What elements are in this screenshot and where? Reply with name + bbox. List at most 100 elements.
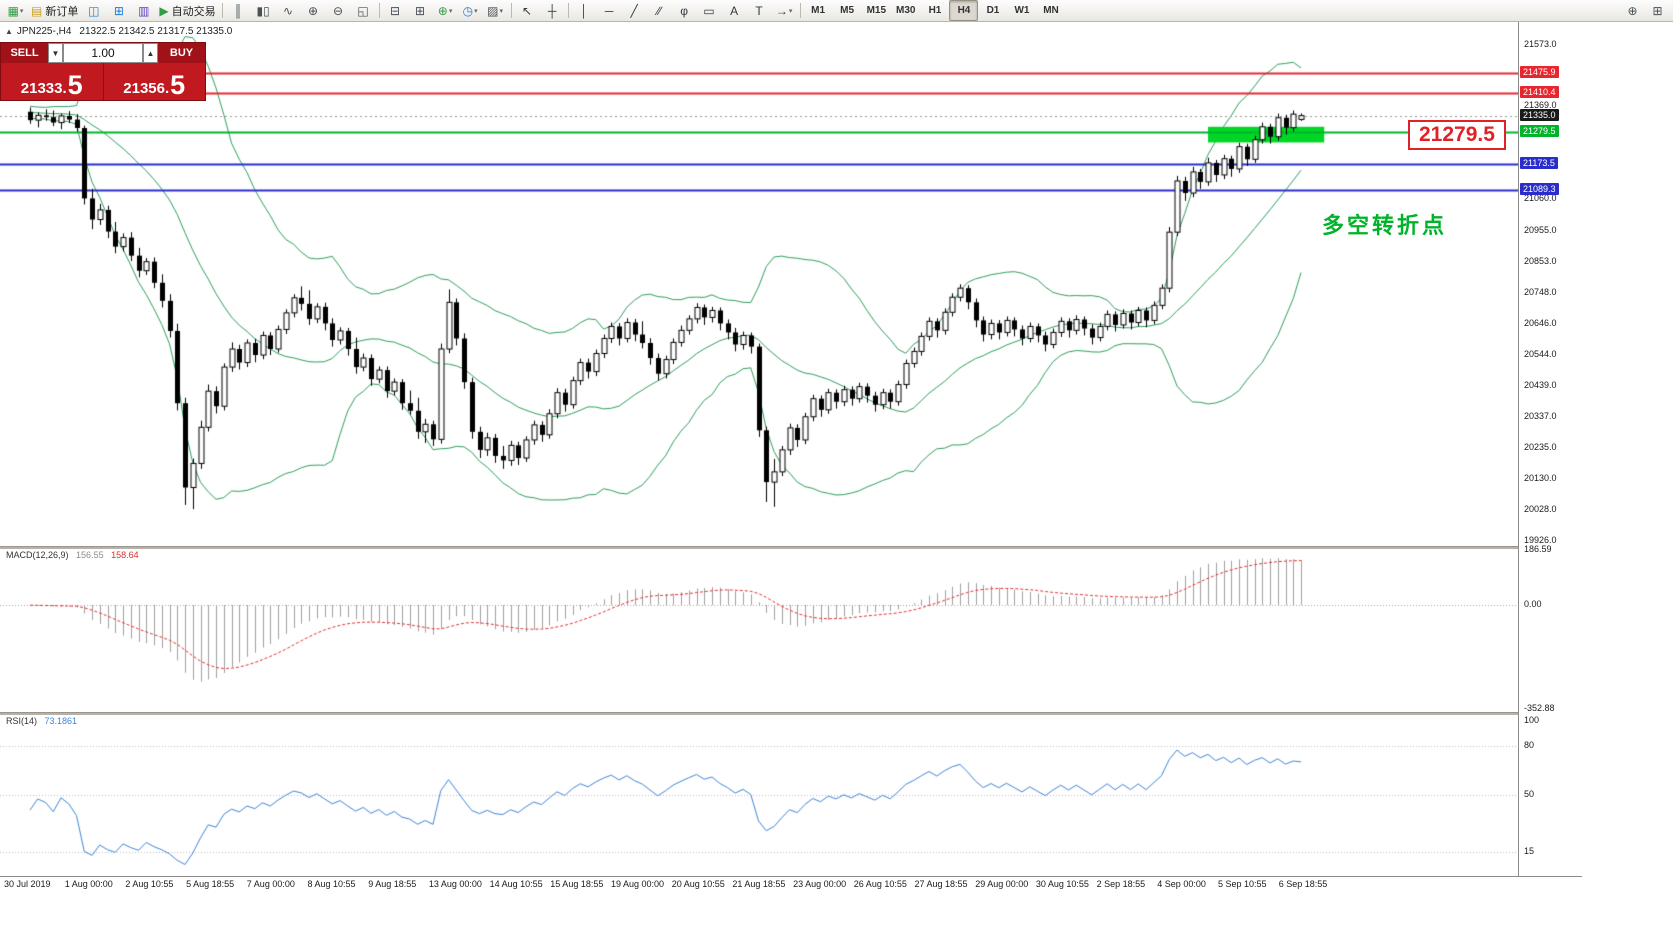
- add-indicator-button[interactable]: ⊕ ▾: [433, 0, 458, 21]
- new-window-button[interactable]: ⊞: [1645, 0, 1670, 21]
- timeframe-m5-button[interactable]: M5: [840, 5, 855, 16]
- crosshair-icon: ┼: [547, 3, 557, 18]
- data-window-button[interactable]: ⊞: [106, 0, 131, 21]
- buy-price-main: 21356.: [123, 79, 170, 97]
- price-tick-label: 20748.0: [1524, 287, 1557, 298]
- fibonacci-button[interactable]: φ: [672, 0, 697, 21]
- caret-down-icon: ▾: [448, 7, 453, 15]
- add-indicator-icon: ⊕: [437, 3, 448, 18]
- bar-chart-button[interactable]: ║: [226, 0, 251, 21]
- buy-button[interactable]: BUY: [158, 43, 205, 63]
- text-label-button[interactable]: T: [747, 0, 772, 21]
- search-zoom-button[interactable]: ⊕: [1620, 0, 1645, 21]
- template-button[interactable]: ▨ ▾: [483, 0, 508, 21]
- period-button[interactable]: ◷ ▾: [458, 0, 483, 21]
- arrows-button[interactable]: → ▾: [772, 0, 797, 21]
- time-axis[interactable]: 30 Jul 2019 1 Aug 00:00 2 Aug 10:55 5 Aug 1…: [0, 876, 1582, 891]
- chart-window: ▲ JPN225-,H4 21322.5 21342.5 21317.5 213…: [0, 22, 1673, 891]
- time-tick-label: 2 Aug 10:55: [125, 879, 174, 889]
- tile-windows-button[interactable]: ◱: [351, 0, 376, 21]
- time-tick-label: 27 Aug 18:55: [914, 879, 968, 889]
- navigator-icon: ▥: [138, 3, 150, 18]
- price-tick-label: 20544.0: [1524, 348, 1557, 359]
- time-tick-label: 29 Aug 00:00: [975, 879, 1029, 889]
- new-order-button[interactable]: ▤ 新订单: [28, 0, 81, 21]
- price-tick-label: 20439.0: [1524, 380, 1557, 391]
- new-order-icon: ▤: [31, 3, 43, 18]
- new-order-label: 新订单: [45, 5, 79, 18]
- volume-input[interactable]: [63, 43, 143, 63]
- macd-panel-divider[interactable]: [0, 546, 1582, 549]
- time-tick-label: 30 Jul 2019: [4, 879, 51, 889]
- macd-label: MACD(12,26,9): [6, 550, 69, 560]
- text-button[interactable]: A: [722, 0, 747, 21]
- rsi-label: RSI(14): [6, 716, 38, 726]
- turning-point-annotation[interactable]: 多空转折点: [1322, 213, 1448, 238]
- volume-increase-button[interactable]: ▲: [143, 43, 158, 63]
- time-tick-label: 5 Aug 18:55: [186, 879, 235, 889]
- vertical-line-icon: │: [580, 3, 588, 18]
- buy-price[interactable]: 21356. 5: [103, 63, 205, 100]
- horizontal-line-button[interactable]: ─: [597, 0, 622, 21]
- rsi-tick-label: 15: [1524, 845, 1535, 856]
- autotrade-label: 自动交易: [171, 5, 216, 18]
- line-chart-button[interactable]: ∿: [276, 0, 301, 21]
- price-line-badge: 21335.0: [1520, 108, 1559, 121]
- text-icon: A: [730, 3, 739, 18]
- toolbar-separator: [221, 3, 223, 18]
- arrange-windows-button[interactable]: ⊞: [408, 0, 433, 21]
- timeframe-h4-button[interactable]: H4: [949, 0, 979, 21]
- timeframe-m1-button[interactable]: M1: [811, 5, 826, 16]
- price-tick-label: 20028.0: [1524, 504, 1557, 515]
- shapes-button[interactable]: ▭: [697, 0, 722, 21]
- price-line-badge: 21173.5: [1520, 157, 1558, 170]
- timeframe-mn-button[interactable]: MN: [1043, 5, 1059, 16]
- volume-decrease-button[interactable]: ▼: [48, 43, 63, 63]
- timeframe-m30-button[interactable]: M30: [896, 5, 916, 16]
- ohlc-values: 21322.5 21342.5 21317.5 21335.0: [79, 26, 233, 37]
- time-tick-label: 8 Aug 10:55: [307, 879, 356, 889]
- market-watch-button[interactable]: ◫: [81, 0, 106, 21]
- vertical-line-button[interactable]: │: [572, 0, 597, 21]
- new-chart-button[interactable]: ▦ ▾: [3, 0, 28, 21]
- timeframe-w1-button[interactable]: W1: [1014, 5, 1030, 16]
- timeframe-h1-button[interactable]: H1: [928, 5, 942, 16]
- navigator-button[interactable]: ▥: [131, 0, 156, 21]
- new-chart-icon: ▦: [7, 3, 19, 18]
- zoom-out-button[interactable]: ⊖: [326, 0, 351, 21]
- price-tick-label: 20853.0: [1524, 255, 1557, 266]
- status-area: [0, 890, 1673, 948]
- rsi-panel-divider[interactable]: [0, 712, 1582, 715]
- cascade-windows-button[interactable]: ⊟: [383, 0, 408, 21]
- caret-down-icon: ▾: [19, 7, 24, 15]
- timeframe-m15-button[interactable]: M15: [866, 5, 887, 16]
- caret-down-icon: ▾: [788, 7, 793, 15]
- caret-down-icon: ▾: [499, 7, 503, 15]
- toolbar-separator: [567, 3, 569, 18]
- price-axis[interactable]: 21573.0 21369.0 21060.0 20955.0 20853.0 20748…: [1518, 22, 1583, 876]
- price-callout-label[interactable]: 21279.5: [1408, 120, 1506, 150]
- zoom-in-button[interactable]: ⊕: [301, 0, 326, 21]
- autotrade-button[interactable]: ▶ 自动交易: [156, 0, 218, 21]
- time-tick-label: 1 Aug 00:00: [64, 879, 113, 889]
- rsi-panel-canvas[interactable]: [0, 714, 1518, 876]
- macd-panel-canvas[interactable]: [0, 548, 1518, 712]
- price-chart-canvas[interactable]: [0, 22, 1518, 546]
- autotrade-icon: ▶: [159, 3, 169, 18]
- channel-button[interactable]: ∕∕: [647, 0, 672, 21]
- time-tick-label: 7 Aug 00:00: [246, 879, 295, 889]
- candle-chart-button[interactable]: ▮▯: [251, 0, 276, 21]
- price-line-badge: 21410.4: [1520, 85, 1559, 98]
- price-line-badge: 21279.5: [1520, 125, 1559, 138]
- timeframe-d1-button[interactable]: D1: [986, 5, 1000, 16]
- time-tick-label: 6 Sep 18:55: [1278, 879, 1328, 889]
- time-tick-label: 30 Aug 10:55: [1035, 879, 1089, 889]
- collapse-panel-icon[interactable]: ▲: [5, 27, 13, 36]
- trend-line-button[interactable]: ╱: [622, 0, 647, 21]
- price-tick-label: 21369.0: [1524, 100, 1557, 111]
- sell-button[interactable]: SELL: [1, 43, 48, 63]
- crosshair-button[interactable]: ┼: [540, 0, 565, 21]
- time-tick-label: 26 Aug 10:55: [853, 879, 907, 889]
- sell-price[interactable]: 21333. 5: [1, 63, 104, 100]
- cursor-button[interactable]: ↖: [515, 0, 540, 21]
